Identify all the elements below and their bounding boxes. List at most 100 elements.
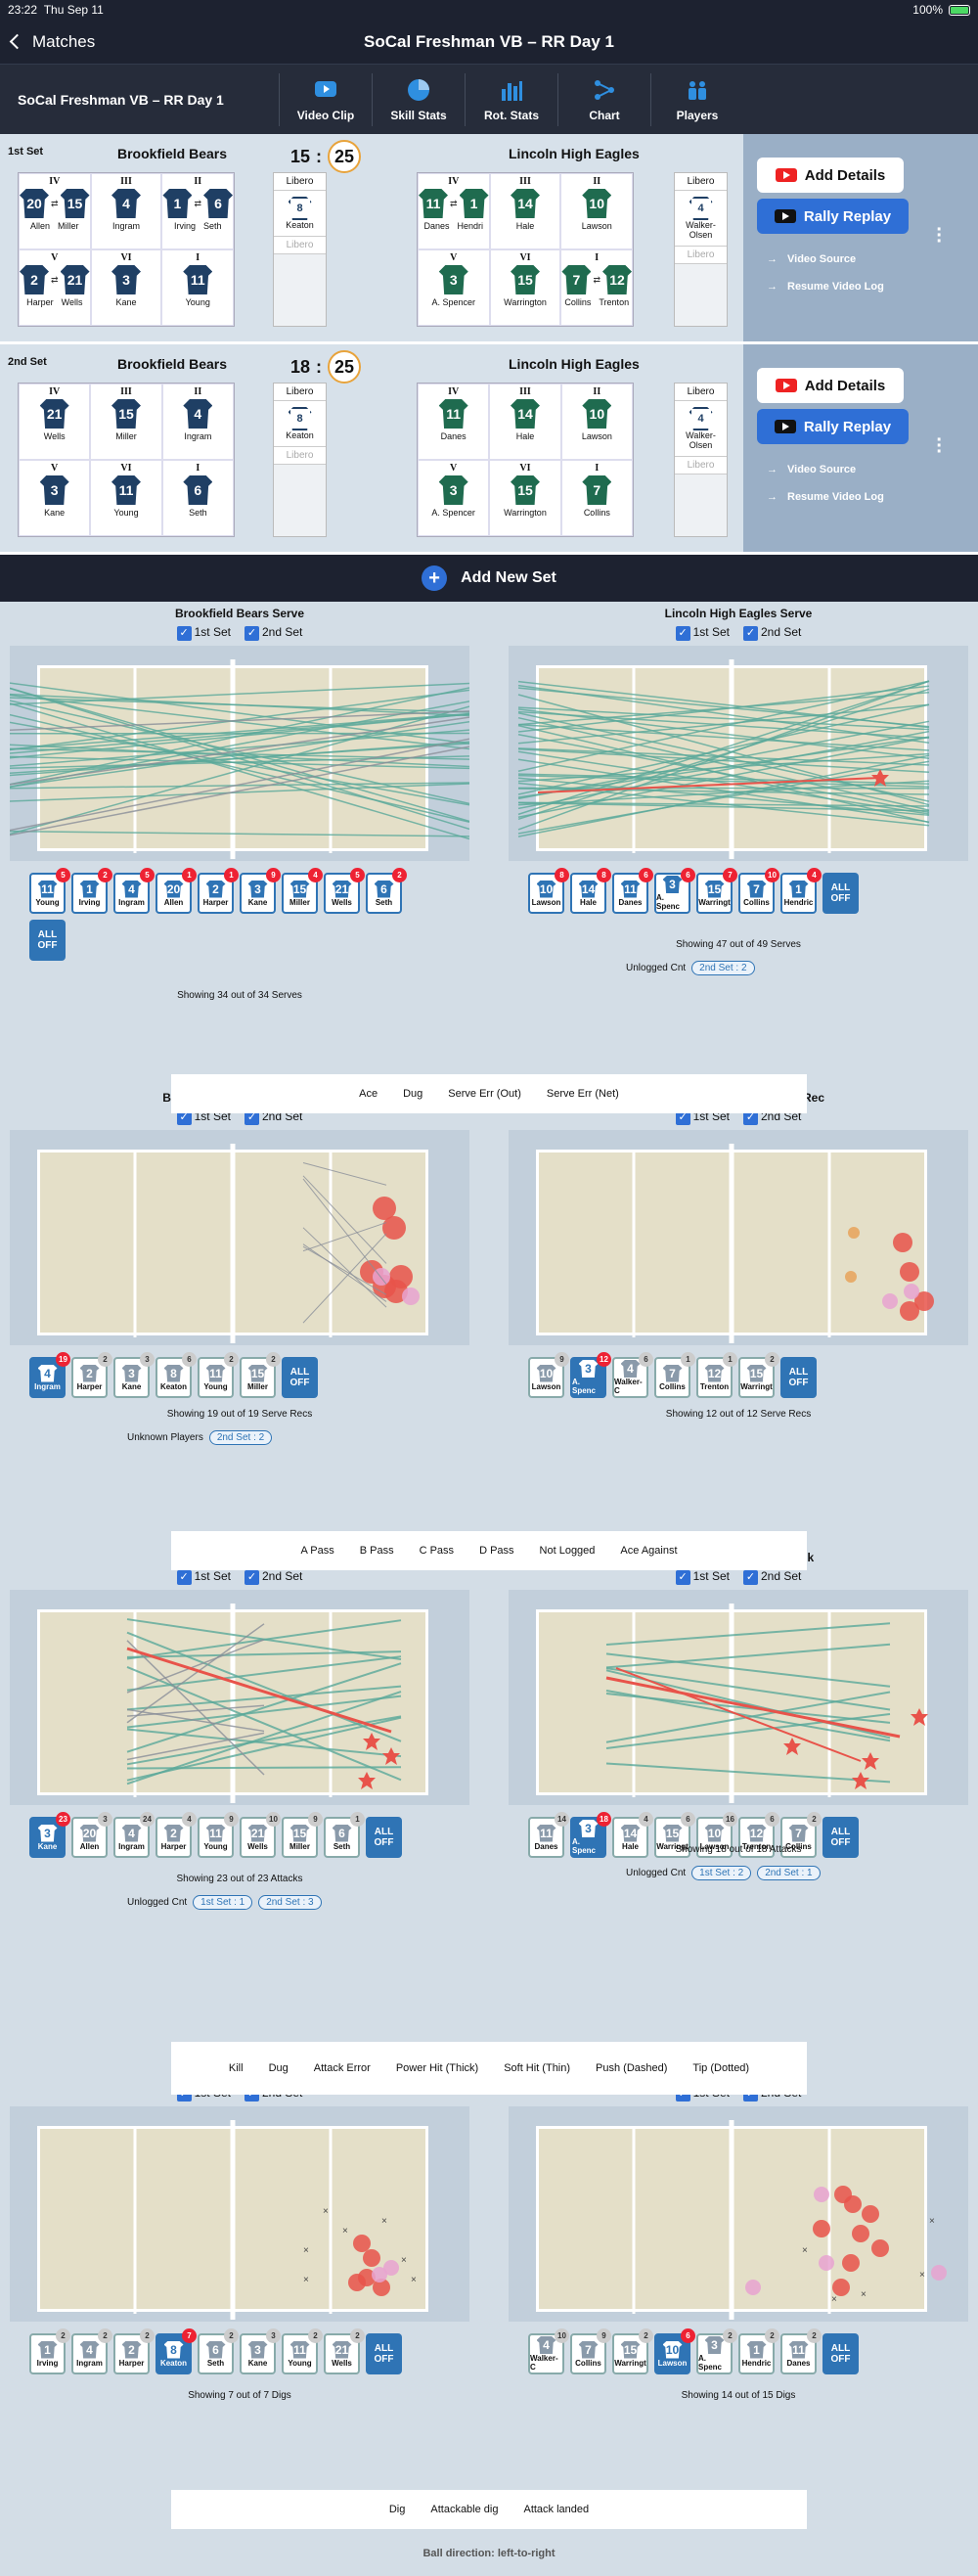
player-toggle[interactable]: 15 Miller 9 [282, 1812, 323, 1858]
player-toggle[interactable]: 12 Trenton 1 [696, 1352, 737, 1398]
add-details-button[interactable]: Add Details [757, 158, 904, 193]
all-off-button[interactable]: ALL OFF [282, 1357, 318, 1398]
all-off-button[interactable]: ALL OFF [822, 1817, 859, 1858]
player-toggle[interactable]: 15 Miller 2 [240, 1352, 281, 1398]
resume-video-log-link[interactable]: → Resume Video Log [757, 275, 966, 302]
player-toggle[interactable]: 6 Seth 1 [324, 1812, 365, 1858]
player-toggle[interactable]: 11 Danes 14 [528, 1812, 569, 1858]
player-toggle[interactable]: 15 Miller 4 [282, 868, 323, 914]
libero-player[interactable]: 4 Walker-Olsen [675, 191, 727, 247]
set-pill[interactable]: 2nd Set : 2 [208, 1430, 273, 1445]
set-pill[interactable]: 2nd Set : 1 [757, 1866, 821, 1880]
all-off-button[interactable]: ALL OFF [822, 873, 859, 914]
rotation-cell[interactable]: V 3 A. Spencer [418, 460, 490, 536]
rotation-cell[interactable]: VI 15 Warrington [489, 249, 561, 326]
player-toggle[interactable]: 10 Lawson 9 [528, 1352, 569, 1398]
rot-stats-button[interactable]: Rot. Stats [465, 72, 557, 126]
rotation-cell[interactable]: II 1 ⇄ 6 Irving Seth [161, 173, 234, 249]
rotation-cell[interactable]: VI 11 Young [90, 460, 162, 536]
set-checkbox[interactable]: ✓1st Set [176, 625, 231, 641]
player-toggle[interactable]: 20 Allen 3 [71, 1812, 112, 1858]
rotation-cell[interactable]: IV 11 ⇄ 1 Danes Hendri [418, 173, 490, 249]
player-toggle[interactable]: 2 Harper 4 [156, 1812, 197, 1858]
player-toggle[interactable]: 3 A. Spenc 18 [570, 1812, 611, 1858]
rotation-cell[interactable]: V 2 ⇄ 21 Harper Wells [19, 249, 91, 326]
set-pill[interactable]: 2nd Set : 2 [691, 961, 755, 975]
player-toggle[interactable]: 4 Ingram 5 [113, 868, 155, 914]
player-toggle[interactable]: 20 Allen 1 [156, 868, 197, 914]
player-toggle[interactable]: 7 Collins 10 [738, 868, 779, 914]
rotation-cell[interactable]: I 7 Collins [560, 460, 633, 536]
video-source-link[interactable]: → Video Source [757, 458, 966, 485]
video-source-link[interactable]: → Video Source [757, 248, 966, 275]
player-toggle[interactable]: 3 Kane 3 [240, 2328, 281, 2374]
more-options-icon[interactable]: · · · [936, 429, 943, 463]
set-checkbox[interactable]: ✓2nd Set [244, 625, 302, 641]
rotation-cell[interactable]: III 15 Miller [90, 384, 162, 460]
all-off-button[interactable]: ALL OFF [29, 920, 66, 961]
rally-replay-button[interactable]: Rally Replay [757, 409, 909, 444]
rotation-cell[interactable]: I 11 Young [161, 249, 234, 326]
player-toggle[interactable]: 3 Kane 9 [240, 868, 281, 914]
player-toggle[interactable]: 4 Ingram 24 [113, 1812, 155, 1858]
rotation-cell[interactable]: IV 21 Wells [19, 384, 91, 460]
set-checkbox[interactable]: ✓2nd Set [742, 1569, 801, 1585]
resume-video-log-link[interactable]: → Resume Video Log [757, 485, 966, 513]
player-toggle[interactable]: 11 Young 9 [198, 1812, 239, 1858]
set-pill[interactable]: 2nd Set : 3 [258, 1895, 322, 1910]
player-toggle[interactable]: 15 Warringt 2 [612, 2328, 653, 2374]
rotation-cell[interactable]: I 6 Seth [161, 460, 234, 536]
all-off-button[interactable]: ALL OFF [366, 1817, 402, 1858]
more-options-icon[interactable]: · · · [936, 219, 943, 252]
player-toggle[interactable]: 4 Walker-C 6 [612, 1352, 653, 1398]
player-toggle[interactable]: 11 Young 2 [282, 2328, 323, 2374]
set-checkbox[interactable]: ✓1st Set [675, 625, 730, 641]
set-checkbox[interactable]: ✓1st Set [176, 1569, 231, 1585]
rotation-cell[interactable]: V 3 Kane [19, 460, 91, 536]
player-toggle[interactable]: 6 Seth 2 [198, 2328, 239, 2374]
player-toggle[interactable]: 7 Collins 1 [654, 1352, 695, 1398]
player-toggle[interactable]: 14 Hale 4 [612, 1812, 653, 1858]
player-toggle[interactable]: 21 Wells 2 [324, 2328, 365, 2374]
player-toggle[interactable]: 21 Wells 10 [240, 1812, 281, 1858]
player-toggle[interactable]: 11 Danes 2 [780, 2328, 822, 2374]
player-toggle[interactable]: 7 Collins 9 [570, 2328, 611, 2374]
player-toggle[interactable]: 1 Hendric 4 [780, 868, 822, 914]
rotation-cell[interactable]: III 14 Hale [489, 384, 561, 460]
player-toggle[interactable]: 12 Trenton 6 [738, 1812, 779, 1858]
set-checkbox[interactable]: ✓1st Set [675, 1569, 730, 1585]
player-toggle[interactable]: 21 Wells 5 [324, 868, 365, 914]
player-toggle[interactable]: 15 Warringt 7 [696, 868, 737, 914]
player-toggle[interactable]: 15 Warringt 6 [654, 1812, 695, 1858]
rally-replay-button[interactable]: Rally Replay [757, 199, 909, 234]
all-off-button[interactable]: ALL OFF [822, 2333, 859, 2374]
player-toggle[interactable]: 4 Ingram 19 [29, 1352, 70, 1398]
skill-stats-button[interactable]: Skill Stats [372, 72, 465, 126]
player-toggle[interactable]: 2 Harper 2 [71, 1352, 112, 1398]
player-toggle[interactable]: 7 Collins 2 [780, 1812, 822, 1858]
player-toggle[interactable]: 4 Walker-C 10 [528, 2328, 569, 2374]
rotation-cell[interactable]: III 14 Hale [489, 173, 561, 249]
rotation-cell[interactable]: III 4 Ingram [90, 173, 162, 249]
libero-player[interactable]: 8 Keaton [274, 401, 326, 447]
all-off-button[interactable]: ALL OFF [366, 2333, 402, 2374]
rotation-cell[interactable]: I 7 ⇄ 12 Collins Trenton [560, 249, 633, 326]
player-toggle[interactable]: 8 Keaton 6 [156, 1352, 197, 1398]
player-toggle[interactable]: 3 Kane 3 [113, 1352, 155, 1398]
set-checkbox[interactable]: ✓2nd Set [244, 1569, 302, 1585]
player-toggle[interactable]: 3 A. Spenc 6 [654, 868, 695, 914]
rotation-cell[interactable]: II 10 Lawson [560, 173, 633, 249]
player-toggle[interactable]: 10 Lawson 8 [528, 868, 569, 914]
set-checkbox[interactable]: ✓2nd Set [742, 625, 801, 641]
set-pill[interactable]: 1st Set : 1 [193, 1895, 253, 1910]
player-toggle[interactable]: 11 Danes 6 [612, 868, 653, 914]
player-toggle[interactable]: 14 Hale 8 [570, 868, 611, 914]
add-new-set-button[interactable]: + Add New Set [0, 555, 978, 602]
rotation-cell[interactable]: IV 11 Danes [418, 384, 490, 460]
player-toggle[interactable]: 3 A. Spenc 12 [570, 1352, 611, 1398]
player-toggle[interactable]: 4 Ingram 2 [71, 2328, 112, 2374]
libero-player[interactable]: 4 Walker-Olsen [675, 401, 727, 457]
rotation-cell[interactable]: VI 3 Kane [90, 249, 162, 326]
rotation-cell[interactable]: II 10 Lawson [560, 384, 633, 460]
player-toggle[interactable]: 10 Lawson 16 [696, 1812, 737, 1858]
